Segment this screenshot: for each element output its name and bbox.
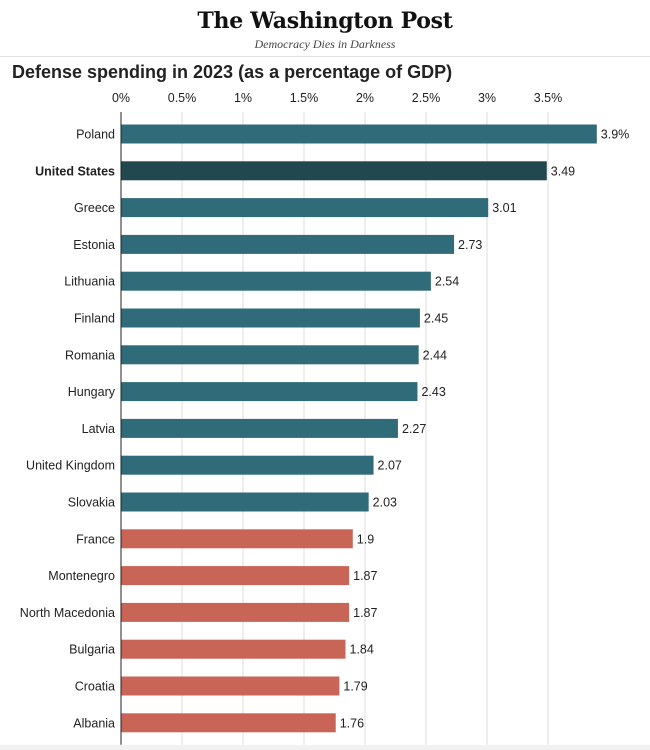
value-label: 2.03 bbox=[373, 496, 397, 510]
brand-logo[interactable]: The Washington Post bbox=[197, 8, 453, 34]
x-tick-label: 1.5% bbox=[290, 91, 319, 105]
category-label: Finland bbox=[74, 312, 115, 326]
value-label: 3.9% bbox=[601, 128, 630, 142]
value-label: 1.87 bbox=[353, 606, 377, 620]
category-label: Poland bbox=[76, 128, 115, 142]
masthead: The Washington Post Democracy Dies in Da… bbox=[0, 0, 650, 57]
value-label: 3.01 bbox=[492, 201, 516, 215]
value-label: 3.49 bbox=[551, 164, 575, 178]
x-tick-label: 2.5% bbox=[412, 91, 441, 105]
category-label: Hungary bbox=[68, 385, 116, 399]
value-label: 2.73 bbox=[458, 238, 482, 252]
bar bbox=[121, 418, 398, 438]
value-label: 1.84 bbox=[349, 643, 373, 657]
bar bbox=[121, 639, 346, 659]
category-label: North Macedonia bbox=[20, 606, 115, 620]
value-label: 2.54 bbox=[435, 275, 459, 289]
bar bbox=[121, 345, 419, 365]
category-label: Albania bbox=[73, 716, 115, 730]
value-label: 1.79 bbox=[343, 680, 367, 694]
x-tick-label: 1% bbox=[234, 91, 252, 105]
category-label: France bbox=[76, 532, 115, 546]
bar bbox=[121, 566, 350, 586]
value-label: 2.44 bbox=[423, 348, 447, 362]
bar bbox=[121, 124, 597, 144]
chart-title: Defense spending in 2023 (as a percentag… bbox=[12, 62, 453, 82]
bar-chart: 0% 0.5% 1% 1.5% 2% 2.5% 3% 3.5% Poland 3.9% United… bbox=[20, 91, 630, 745]
value-label: 1.87 bbox=[353, 569, 377, 583]
category-label: United Kingdom bbox=[26, 459, 115, 473]
bar bbox=[121, 271, 431, 291]
bar bbox=[121, 492, 369, 512]
x-tick-label: 2% bbox=[356, 91, 374, 105]
bar bbox=[121, 713, 336, 733]
category-label: Montenegro bbox=[48, 569, 115, 583]
value-label: 2.07 bbox=[378, 459, 402, 473]
value-label: 2.27 bbox=[402, 422, 426, 436]
bar bbox=[121, 308, 420, 328]
value-label: 1.76 bbox=[340, 716, 364, 730]
x-tick-label: 0.5% bbox=[168, 91, 197, 105]
category-label: Croatia bbox=[75, 680, 115, 694]
category-label: Romania bbox=[65, 348, 115, 362]
category-label: United States bbox=[35, 164, 115, 178]
x-tick-label: 3.5% bbox=[534, 91, 563, 105]
bar bbox=[121, 161, 547, 181]
value-label: 2.45 bbox=[424, 312, 448, 326]
category-label: Greece bbox=[74, 201, 115, 215]
value-label: 1.9 bbox=[357, 532, 374, 546]
bar bbox=[121, 234, 455, 254]
bar bbox=[121, 529, 353, 549]
bar bbox=[121, 198, 489, 218]
category-label: Bulgaria bbox=[69, 643, 115, 657]
category-label: Estonia bbox=[73, 238, 115, 252]
category-label: Latvia bbox=[82, 422, 115, 436]
tagline: Democracy Dies in Darkness bbox=[254, 37, 396, 51]
x-tick-label: 0% bbox=[112, 91, 130, 105]
category-label: Lithuania bbox=[64, 275, 115, 289]
value-label: 2.43 bbox=[421, 385, 445, 399]
bar bbox=[121, 455, 374, 475]
bar bbox=[121, 676, 340, 696]
bar bbox=[121, 382, 418, 402]
x-tick-label: 3% bbox=[478, 91, 496, 105]
bar bbox=[121, 602, 350, 622]
category-label: Slovakia bbox=[68, 496, 115, 510]
